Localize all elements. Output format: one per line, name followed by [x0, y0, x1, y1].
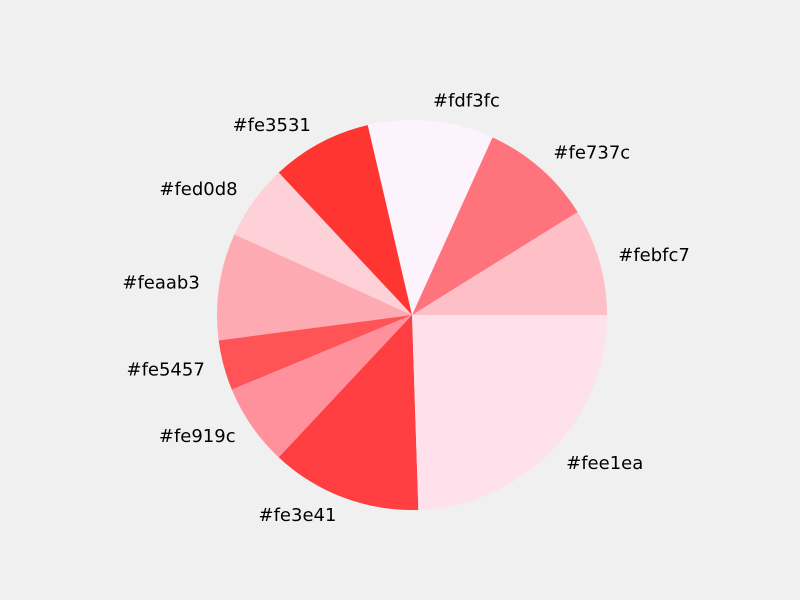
pie-slice-5	[217, 234, 412, 341]
pie-slices	[217, 119, 607, 511]
pie-label-9: #fee1ea	[566, 453, 643, 474]
pie-slice-3	[278, 125, 412, 315]
pie-label-8: #fe3e41	[259, 505, 337, 526]
pie-slice-2	[367, 119, 493, 315]
pie-label-4: #fed0d8	[159, 179, 237, 200]
pie-label-2: #fdf3fc	[433, 91, 500, 112]
pie-label-0: #febfc7	[618, 245, 690, 266]
pie-labels: #febfc7 #fe737c #fdf3fc #fe3531 #fed0d8 #feaa…	[122, 91, 689, 526]
pie-slice-8	[278, 315, 419, 511]
pie-label-6: #fe5457	[126, 360, 204, 381]
pie-slice-9	[412, 315, 607, 510]
pie-label-7: #fe919c	[159, 426, 236, 447]
pie-slice-0	[412, 212, 607, 315]
pie-label-3: #fe3531	[233, 115, 311, 136]
pie-label-1: #fe737c	[553, 143, 630, 164]
pie-slice-7	[231, 315, 412, 458]
pie-slice-4	[234, 172, 412, 315]
pie-slice-6	[218, 315, 412, 390]
pie-slice-1	[412, 137, 578, 315]
pie-label-5: #feaab3	[122, 273, 199, 294]
